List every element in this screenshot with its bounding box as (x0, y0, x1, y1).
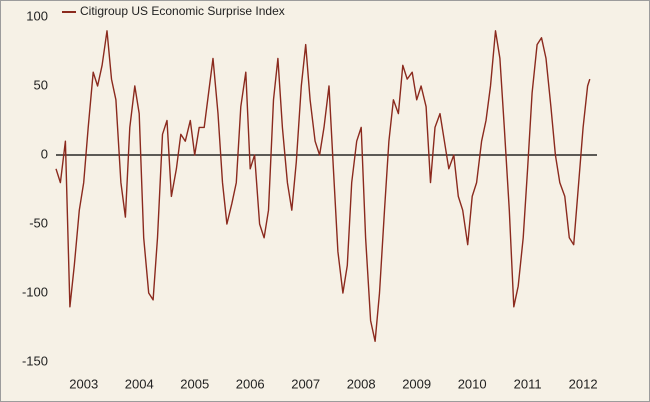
legend-text: Citigroup US Economic Surprise Index (80, 4, 285, 18)
y-tick-label: -150 (22, 353, 48, 368)
data-line (55, 30, 591, 342)
y-tick-label: 50 (34, 77, 48, 92)
y-tick-label: -50 (29, 215, 48, 230)
y-tick-label: 0 (41, 146, 48, 161)
x-tick-label: 2004 (125, 376, 154, 391)
x-tick-label: 2007 (291, 376, 320, 391)
x-tick-label: 2009 (402, 376, 431, 391)
x-tick-label: 2012 (569, 376, 598, 391)
x-tick-label: 2005 (180, 376, 209, 391)
x-tick-label: 2006 (236, 376, 265, 391)
y-tick-label: 100 (26, 8, 48, 23)
x-tick-label: 2010 (458, 376, 487, 391)
y-tick-label: -100 (22, 284, 48, 299)
x-tick-label: 2008 (347, 376, 376, 391)
x-tick-label: 2003 (69, 376, 98, 391)
x-tick-label: 2011 (514, 376, 542, 391)
